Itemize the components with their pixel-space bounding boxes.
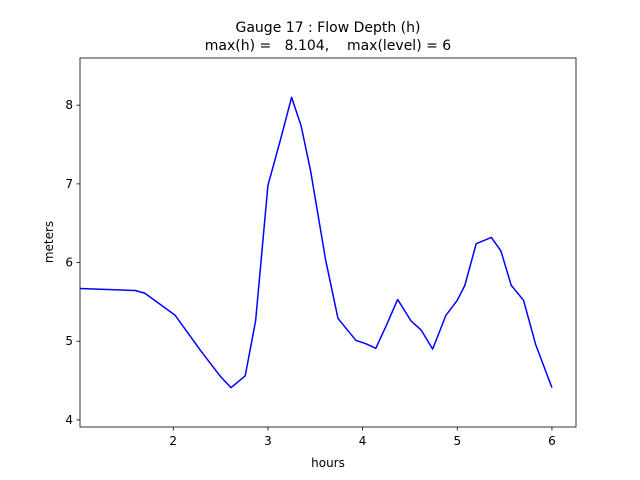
x-axis-label: hours [311, 456, 345, 470]
y-tick-label: 8 [65, 98, 73, 112]
x-tick-label: 4 [359, 434, 367, 448]
y-tick-label: 6 [65, 256, 73, 270]
chart-subtitle: max(h) = 8.104, max(level) = 6 [205, 38, 452, 54]
x-tick-label: 2 [169, 434, 177, 448]
y-tick-label: 5 [65, 334, 73, 348]
x-tick-label: 6 [548, 434, 556, 448]
y-axis-label: meters [42, 221, 56, 263]
x-tick-label: 5 [453, 434, 461, 448]
plot-frame [79, 57, 577, 428]
y-tick-label: 7 [65, 177, 73, 191]
line [79, 96, 553, 389]
chart-title: Gauge 17 : Flow Depth (h) [236, 20, 421, 36]
y-tick-label: 4 [65, 413, 73, 427]
x-tick-label: 3 [264, 434, 272, 448]
